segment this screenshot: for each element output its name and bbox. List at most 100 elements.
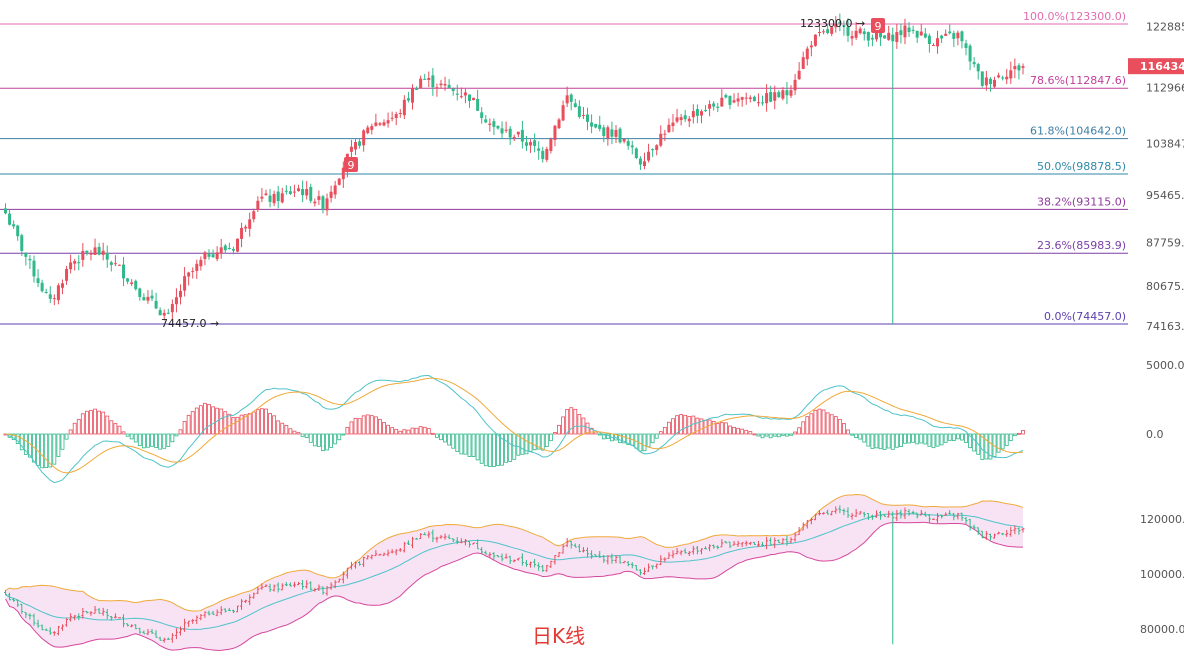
macd-histogram-bar xyxy=(178,429,183,435)
macd-histogram-bar xyxy=(312,433,317,447)
candle-body xyxy=(956,32,960,39)
candle-body xyxy=(634,148,638,159)
fib-level-label: 100.0%(123300.0) xyxy=(1023,10,1126,23)
candle-body xyxy=(447,84,451,88)
candle-body xyxy=(398,113,402,115)
candle-body xyxy=(777,92,781,98)
candle-body xyxy=(980,71,984,86)
macd-histogram-bar xyxy=(597,433,602,436)
candle-body xyxy=(459,96,463,98)
macd-histogram-bar xyxy=(235,416,240,435)
candle-body xyxy=(69,262,73,270)
macd-histogram-bar xyxy=(329,433,334,448)
candle-body xyxy=(117,264,121,266)
macd-histogram-bar xyxy=(133,433,138,443)
macd-histogram-bar xyxy=(565,409,570,435)
macd-histogram-bar xyxy=(654,433,659,439)
candle-body xyxy=(60,283,64,288)
macd-histogram-bar xyxy=(903,433,907,444)
macd-histogram-bar xyxy=(325,433,329,451)
candle-body xyxy=(899,30,903,36)
candle-body xyxy=(602,127,606,137)
bollinger-middle-line xyxy=(5,513,1024,630)
candle-body xyxy=(256,200,260,210)
macd-histogram-bar xyxy=(862,433,867,443)
macd-histogram-bar xyxy=(198,405,203,435)
candle-body xyxy=(504,129,508,131)
macd-histogram-bar xyxy=(426,428,431,435)
candle-body xyxy=(65,268,69,281)
candle-body xyxy=(354,142,358,150)
candle-body xyxy=(227,247,231,249)
candle-body xyxy=(1009,70,1013,79)
bollinger-band-fill xyxy=(5,494,1023,651)
macd-histogram-bar xyxy=(455,433,460,452)
macd-histogram-bar xyxy=(80,413,85,435)
candle-body xyxy=(993,79,997,87)
candle-body xyxy=(382,122,386,126)
macd-histogram-bar xyxy=(801,421,806,435)
candle-body xyxy=(614,129,618,137)
candle-body xyxy=(606,127,610,139)
macd-histogram-bar xyxy=(907,433,911,444)
macd-histogram-bar xyxy=(276,420,281,435)
macd-histogram-bar xyxy=(410,427,415,435)
candle-body xyxy=(358,141,362,146)
macd-histogram-bar xyxy=(378,419,382,435)
candle-body xyxy=(56,285,60,301)
candle-body xyxy=(508,128,512,138)
candle-body xyxy=(472,97,476,101)
macd-histogram-bar xyxy=(683,414,688,435)
macd-histogram-bar xyxy=(740,428,745,435)
candle-body xyxy=(699,111,703,116)
candle-body xyxy=(297,188,301,191)
macd-histogram-bar xyxy=(373,416,378,435)
candle-body xyxy=(565,95,569,104)
macd-dea-line xyxy=(5,377,1024,474)
candle-body xyxy=(846,26,850,36)
macd-histogram-bar xyxy=(679,414,684,435)
candle-body xyxy=(435,87,439,89)
candle-body xyxy=(252,211,256,220)
candle-body xyxy=(427,77,431,81)
candle-body xyxy=(891,34,895,42)
macd-histogram-bar xyxy=(915,433,920,445)
macd-histogram-bar xyxy=(569,407,574,435)
macd-histogram-bar xyxy=(60,433,65,450)
macd-histogram-bar xyxy=(268,413,272,435)
candle-body xyxy=(679,117,683,121)
candle-body xyxy=(903,25,907,38)
macd-histogram-bar xyxy=(174,433,179,437)
candle-body xyxy=(8,213,12,225)
macd-histogram-bar xyxy=(650,433,655,444)
macd-histogram-bar xyxy=(711,420,716,435)
candle-body xyxy=(984,77,988,86)
macd-histogram-bar xyxy=(141,433,146,449)
candle-body xyxy=(109,262,113,265)
candle-body xyxy=(93,247,97,255)
macd-histogram-bar xyxy=(870,433,875,449)
candle-body xyxy=(675,117,679,122)
macd-histogram-bar xyxy=(919,433,924,444)
candle-body xyxy=(541,150,545,160)
candle-body xyxy=(374,122,378,126)
macd-histogram-bar xyxy=(194,407,199,435)
candle-body xyxy=(231,248,235,251)
candle-body xyxy=(476,98,480,111)
bollinger-y-tick-label: 80000.0 xyxy=(1140,623,1184,636)
last-price-label: 116434.4 xyxy=(1140,60,1184,73)
macd-histogram-bar xyxy=(642,433,647,452)
macd-histogram-bar xyxy=(101,411,106,435)
candle-body xyxy=(142,297,146,301)
candle-body xyxy=(797,70,801,80)
candle-body xyxy=(577,106,581,117)
candle-body xyxy=(451,88,455,91)
macd-histogram-bar xyxy=(251,411,256,435)
macd-histogram-bar xyxy=(960,433,964,441)
bollinger-panel: 120000.0 100000.0 80000.0 xyxy=(4,494,1184,651)
macd-histogram-bar xyxy=(939,433,944,446)
macd-histogram-bar xyxy=(935,433,940,447)
candle-body xyxy=(305,189,309,196)
bollinger-lower-line xyxy=(5,521,1024,651)
